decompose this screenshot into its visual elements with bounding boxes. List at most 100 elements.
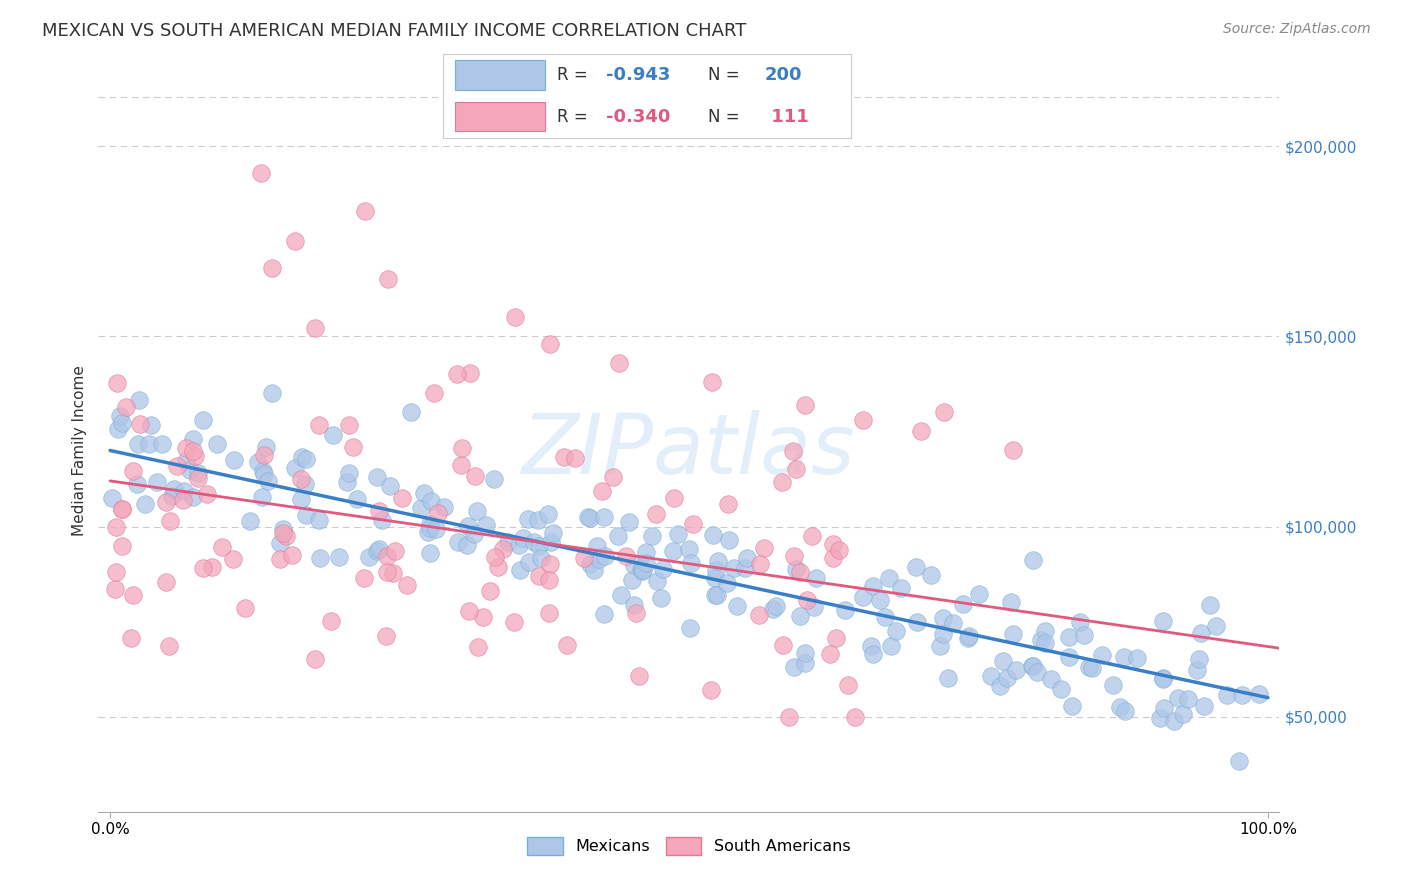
- Point: [367, 504, 389, 518]
- Point: [378, 479, 401, 493]
- Point: [920, 567, 942, 582]
- Point: [304, 652, 326, 666]
- Point: [193, 560, 215, 574]
- Text: N =: N =: [709, 66, 740, 84]
- Point: [993, 654, 1015, 668]
- Point: [284, 460, 307, 475]
- Point: [1152, 671, 1174, 685]
- Point: [523, 535, 546, 549]
- Point: [1025, 665, 1047, 679]
- Point: [890, 581, 912, 595]
- Point: [735, 550, 758, 565]
- Point: [636, 556, 658, 570]
- Point: [801, 529, 824, 543]
- Point: [606, 529, 628, 543]
- Point: [1081, 661, 1104, 675]
- Point: [447, 535, 470, 549]
- Point: [391, 491, 413, 505]
- Point: [290, 472, 312, 486]
- Point: [294, 476, 316, 491]
- Point: [239, 514, 262, 528]
- Point: [617, 515, 640, 529]
- Point: [457, 518, 479, 533]
- Point: [880, 639, 903, 653]
- Point: [706, 588, 728, 602]
- Point: [852, 590, 875, 604]
- Point: [609, 356, 631, 370]
- Point: [844, 709, 866, 723]
- Point: [353, 203, 375, 218]
- Point: [1167, 691, 1189, 706]
- Point: [957, 629, 980, 643]
- Point: [183, 490, 205, 504]
- Point: [458, 367, 481, 381]
- Point: [371, 512, 394, 526]
- Point: [702, 528, 724, 542]
- Point: [579, 557, 602, 571]
- Point: [770, 475, 793, 489]
- Point: [1022, 659, 1045, 673]
- Point: [1102, 678, 1125, 692]
- Point: [869, 592, 891, 607]
- Point: [717, 497, 740, 511]
- Point: [823, 551, 845, 566]
- Point: [682, 517, 704, 532]
- Point: [342, 440, 364, 454]
- FancyBboxPatch shape: [456, 61, 546, 90]
- Point: [104, 565, 127, 579]
- Point: [1002, 443, 1025, 458]
- Point: [336, 475, 359, 489]
- Text: MEXICAN VS SOUTH AMERICAN MEDIAN FAMILY INCOME CORRELATION CHART: MEXICAN VS SOUTH AMERICAN MEDIAN FAMILY …: [42, 22, 747, 40]
- Point: [1077, 659, 1099, 673]
- Point: [1000, 595, 1022, 609]
- Point: [457, 604, 479, 618]
- Point: [463, 527, 485, 541]
- Point: [679, 556, 702, 570]
- Point: [942, 615, 965, 630]
- Point: [107, 422, 129, 436]
- Point: [291, 450, 314, 464]
- Point: [111, 416, 134, 430]
- Point: [527, 513, 550, 527]
- Point: [252, 465, 274, 479]
- Point: [464, 469, 486, 483]
- Text: R =: R =: [557, 66, 593, 84]
- Point: [173, 483, 195, 498]
- Point: [111, 501, 134, 516]
- Point: [704, 563, 727, 577]
- Point: [308, 513, 330, 527]
- Point: [995, 672, 1018, 686]
- Point: [932, 626, 955, 640]
- Point: [538, 557, 561, 571]
- Point: [450, 458, 472, 473]
- Point: [1149, 711, 1171, 725]
- Point: [530, 551, 553, 566]
- Point: [785, 562, 807, 576]
- Point: [427, 506, 450, 520]
- Point: [1035, 624, 1057, 638]
- Point: [852, 413, 875, 427]
- Point: [425, 522, 447, 536]
- Point: [222, 452, 245, 467]
- Point: [624, 606, 647, 620]
- Point: [253, 448, 276, 462]
- Point: [257, 474, 280, 488]
- Point: [640, 529, 662, 543]
- Point: [785, 462, 807, 476]
- Point: [1194, 699, 1216, 714]
- Point: [456, 538, 478, 552]
- Point: [465, 504, 488, 518]
- Point: [1069, 615, 1091, 629]
- Point: [492, 541, 515, 556]
- Point: [284, 235, 307, 249]
- Point: [527, 568, 550, 582]
- Point: [250, 491, 273, 505]
- Point: [377, 549, 399, 564]
- Point: [783, 549, 806, 564]
- Point: [821, 537, 844, 551]
- Point: [967, 586, 990, 600]
- Point: [716, 575, 738, 590]
- Point: [703, 571, 725, 585]
- Point: [253, 467, 276, 482]
- Point: [337, 466, 360, 480]
